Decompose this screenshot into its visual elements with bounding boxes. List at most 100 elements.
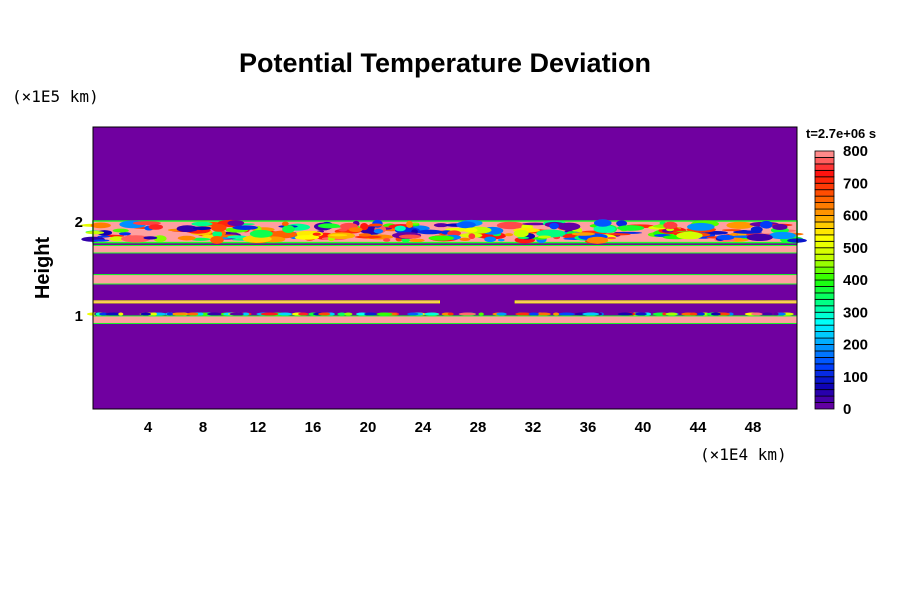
spot xyxy=(665,312,678,316)
middle-band xyxy=(92,274,798,285)
thin-line-right xyxy=(514,300,798,304)
turbulent-eddy xyxy=(358,233,372,237)
colorbar-swatch xyxy=(814,240,835,249)
plot-area xyxy=(80,126,807,410)
plot-frame xyxy=(92,126,798,410)
spot xyxy=(140,312,152,316)
spot xyxy=(197,312,204,316)
spot xyxy=(458,312,476,316)
turbulent-eddy xyxy=(676,231,703,240)
turbulent-eddy xyxy=(85,230,105,235)
colorbar-swatch xyxy=(814,279,835,287)
colorbar-swatch xyxy=(814,382,835,391)
turbulent-eddy xyxy=(522,222,549,226)
colorbar-tick-label: 800 xyxy=(843,143,868,160)
upper-band xyxy=(92,244,798,254)
colorbar-tick-label: 400 xyxy=(843,272,868,289)
turbulent-eddy xyxy=(456,221,476,229)
turbulent-eddy xyxy=(593,225,616,233)
y-tick-label: 1 xyxy=(75,308,83,325)
time-label: t=2.7e+06 s xyxy=(806,126,876,141)
turbulent-eddy xyxy=(132,221,162,226)
x-tick-label: 24 xyxy=(415,419,432,436)
turbulent-eddy xyxy=(191,221,213,227)
turbulent-eddy xyxy=(687,222,715,231)
turbulent-eddy xyxy=(772,223,788,230)
plot-background xyxy=(93,127,797,409)
colorbar-tick-label: 600 xyxy=(843,208,868,225)
spot xyxy=(582,312,600,316)
spot xyxy=(364,312,377,316)
colorbar-swatch xyxy=(814,150,835,158)
turbulent-eddy xyxy=(282,225,295,233)
turbulent-eddy xyxy=(616,220,628,227)
turbulent-eddy xyxy=(329,234,348,237)
turbulent-eddy xyxy=(408,238,425,242)
spot xyxy=(761,312,773,316)
turbulent-eddy xyxy=(227,220,245,227)
turbulent-eddy xyxy=(210,236,224,244)
turbulent-eddy xyxy=(468,233,476,240)
turbulent-eddy xyxy=(663,221,678,230)
turbulent-eddy xyxy=(571,232,595,236)
turbulent-eddy xyxy=(93,239,110,242)
colorbar-swatch xyxy=(814,344,835,352)
colorbar-swatch xyxy=(814,286,835,294)
colorbar-swatch xyxy=(814,369,835,378)
spot xyxy=(773,312,779,316)
spot xyxy=(697,312,705,316)
spot xyxy=(344,312,353,316)
colorbar-swatch xyxy=(814,402,835,410)
turbulent-eddy xyxy=(212,230,223,238)
turbulent-eddy xyxy=(513,229,529,238)
turbulent-eddy xyxy=(360,222,369,231)
turbulent-eddy xyxy=(463,227,478,233)
colorbar-swatch xyxy=(814,318,835,326)
turbulent-eddy xyxy=(716,234,735,240)
turbulent-eddy xyxy=(733,230,762,234)
colorbar-swatch xyxy=(814,363,835,371)
x-tick-label: 40 xyxy=(635,419,652,436)
x-tick-label: 4 xyxy=(144,419,153,436)
colorbar-swatch xyxy=(814,253,835,262)
colorbar-swatch xyxy=(814,215,835,223)
colorbar-swatch xyxy=(814,266,835,274)
turbulent-eddy xyxy=(401,237,410,243)
turbulent-eddy xyxy=(721,229,742,232)
turbulent-eddy xyxy=(428,235,454,241)
colorbar-swatch xyxy=(814,305,835,313)
colorbar-swatch xyxy=(814,273,835,281)
x-tick-label: 48 xyxy=(745,419,762,436)
colorbar-tick-label: 100 xyxy=(843,369,868,386)
turbulent-eddy xyxy=(617,225,645,231)
spot xyxy=(277,312,293,316)
turbulent-eddy xyxy=(536,229,566,238)
colorbar-swatch xyxy=(814,376,835,384)
x-tick-label: 20 xyxy=(360,419,377,436)
spot xyxy=(260,312,279,316)
x-tick-label: 12 xyxy=(250,419,267,436)
colorbar-tick-label: 300 xyxy=(843,304,868,321)
spot xyxy=(207,312,222,316)
spot xyxy=(447,312,454,316)
spot xyxy=(478,312,484,316)
spot xyxy=(536,312,551,316)
turbulent-eddy xyxy=(549,222,559,230)
colorbar-swatch xyxy=(814,395,835,403)
turbulent-eddy xyxy=(705,230,728,235)
turbulent-eddy xyxy=(759,220,773,229)
turbulent-eddy xyxy=(90,222,111,229)
colorbar-swatch xyxy=(814,298,835,307)
turbulent-eddy xyxy=(586,236,609,244)
y-unit-label: (×1E5 km) xyxy=(12,87,99,106)
turbulent-eddy xyxy=(192,226,212,231)
turbulent-eddy xyxy=(394,225,406,232)
colorbar-swatch xyxy=(814,337,835,345)
colorbar-swatch xyxy=(814,324,835,332)
colorbar-tick-label: 0 xyxy=(843,401,851,418)
spot xyxy=(229,312,244,316)
turbulent-eddy xyxy=(383,238,391,242)
colorbar-swatch xyxy=(814,331,835,339)
colorbar-swatch xyxy=(814,356,835,365)
